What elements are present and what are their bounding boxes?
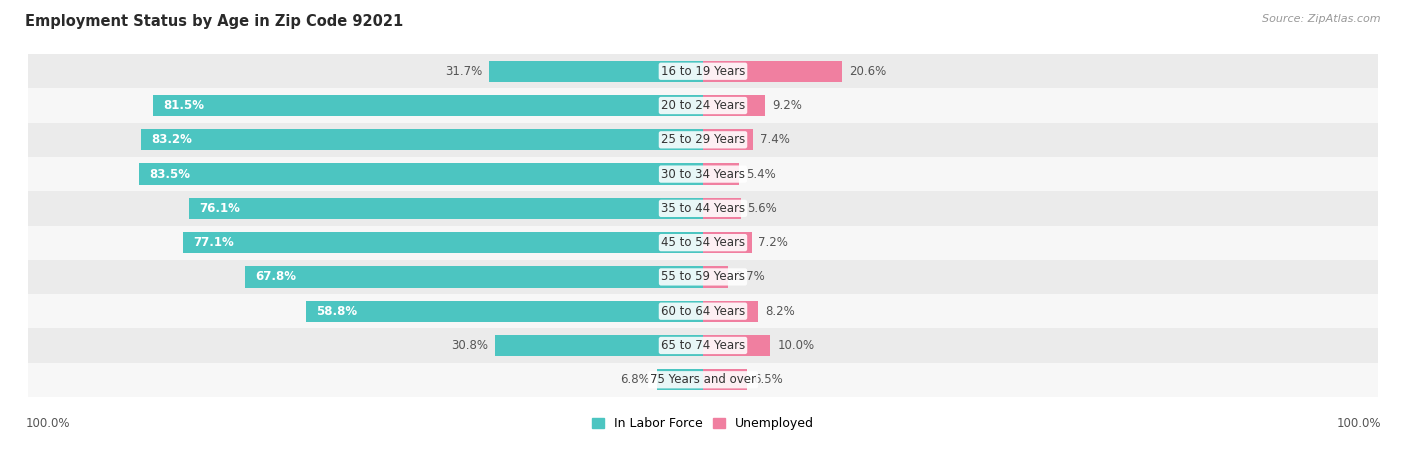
Text: 77.1%: 77.1% xyxy=(193,236,233,249)
Bar xyxy=(703,232,752,253)
Text: 35 to 44 Years: 35 to 44 Years xyxy=(661,202,745,215)
Text: 6.5%: 6.5% xyxy=(754,373,783,386)
Text: 30 to 34 Years: 30 to 34 Years xyxy=(661,168,745,180)
Bar xyxy=(190,198,703,219)
Bar xyxy=(489,60,703,82)
Bar xyxy=(28,260,1378,294)
Text: 10.0%: 10.0% xyxy=(778,339,814,352)
Bar xyxy=(703,369,747,391)
Text: 8.2%: 8.2% xyxy=(765,305,794,318)
Bar xyxy=(657,369,703,391)
Bar xyxy=(183,232,703,253)
Text: 20 to 24 Years: 20 to 24 Years xyxy=(661,99,745,112)
Bar xyxy=(28,54,1378,88)
Text: Employment Status by Age in Zip Code 92021: Employment Status by Age in Zip Code 920… xyxy=(25,14,404,28)
Text: 30.8%: 30.8% xyxy=(451,339,488,352)
Bar xyxy=(28,363,1378,397)
Bar xyxy=(703,335,770,356)
Bar xyxy=(703,129,754,151)
Bar xyxy=(142,129,703,151)
Text: 55 to 59 Years: 55 to 59 Years xyxy=(661,271,745,283)
Text: 7.2%: 7.2% xyxy=(758,236,789,249)
Text: 58.8%: 58.8% xyxy=(316,305,357,318)
Text: 25 to 29 Years: 25 to 29 Years xyxy=(661,133,745,146)
Text: 3.7%: 3.7% xyxy=(735,271,765,283)
Text: 5.6%: 5.6% xyxy=(748,202,778,215)
Text: 20.6%: 20.6% xyxy=(849,65,886,78)
Bar xyxy=(28,328,1378,363)
Bar xyxy=(139,163,703,185)
Bar xyxy=(703,95,765,116)
Text: 100.0%: 100.0% xyxy=(25,418,70,430)
Text: 60 to 64 Years: 60 to 64 Years xyxy=(661,305,745,318)
Legend: In Labor Force, Unemployed: In Labor Force, Unemployed xyxy=(586,412,820,435)
Bar xyxy=(28,157,1378,191)
Bar xyxy=(28,123,1378,157)
Text: 45 to 54 Years: 45 to 54 Years xyxy=(661,236,745,249)
Text: 5.4%: 5.4% xyxy=(747,168,776,180)
Text: 83.2%: 83.2% xyxy=(152,133,193,146)
Text: 81.5%: 81.5% xyxy=(163,99,204,112)
Text: 83.5%: 83.5% xyxy=(149,168,191,180)
Text: 100.0%: 100.0% xyxy=(1336,418,1381,430)
Text: 31.7%: 31.7% xyxy=(446,65,482,78)
Bar xyxy=(703,198,741,219)
Text: Source: ZipAtlas.com: Source: ZipAtlas.com xyxy=(1263,14,1381,23)
Text: 16 to 19 Years: 16 to 19 Years xyxy=(661,65,745,78)
Text: 65 to 74 Years: 65 to 74 Years xyxy=(661,339,745,352)
Text: 7.4%: 7.4% xyxy=(759,133,790,146)
Bar xyxy=(28,191,1378,226)
Bar xyxy=(703,300,758,322)
Text: 76.1%: 76.1% xyxy=(200,202,240,215)
Bar xyxy=(153,95,703,116)
Bar xyxy=(703,163,740,185)
Bar xyxy=(246,266,703,288)
Bar xyxy=(28,88,1378,123)
Bar xyxy=(307,300,703,322)
Bar xyxy=(28,294,1378,328)
Text: 9.2%: 9.2% xyxy=(772,99,801,112)
Bar xyxy=(28,226,1378,260)
Bar xyxy=(703,266,728,288)
Text: 75 Years and over: 75 Years and over xyxy=(650,373,756,386)
Bar xyxy=(703,60,842,82)
Text: 6.8%: 6.8% xyxy=(620,373,651,386)
Bar xyxy=(495,335,703,356)
Text: 67.8%: 67.8% xyxy=(256,271,297,283)
